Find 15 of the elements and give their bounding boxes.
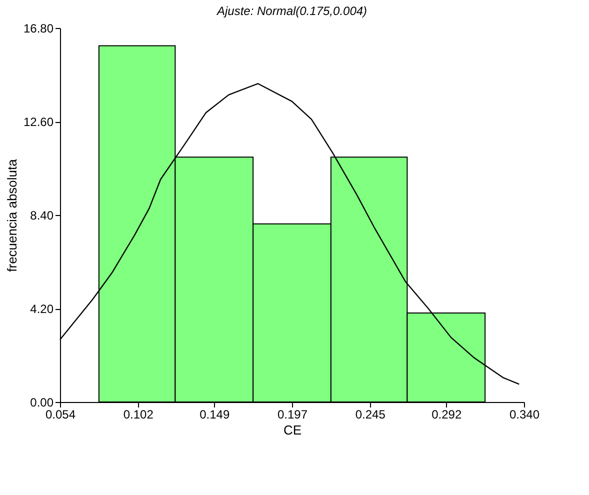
y-tick-label: 8.40 [30,208,54,222]
y-tick-label: 16.80 [23,22,54,36]
x-tick-label: 0.102 [123,408,154,422]
x-tick-label: 0.149 [200,408,230,422]
y-axis-title: frecuencia absoluta [4,158,20,272]
y-tick-label: 4.20 [30,302,54,316]
x-tick-label: 0.054 [45,408,76,422]
x-tick-label: 0.197 [277,408,308,422]
x-axis-title: CE [283,422,302,438]
x-tick-label: 0.340 [509,408,540,422]
y-tick-label: 0.00 [30,396,54,410]
x-tick-label: 0.292 [432,408,462,422]
chart-title: Ajuste: Normal(0.175,0.004) [216,4,368,18]
y-tick-label: 12.60 [23,115,54,129]
x-tick-label: 0.245 [355,408,386,422]
